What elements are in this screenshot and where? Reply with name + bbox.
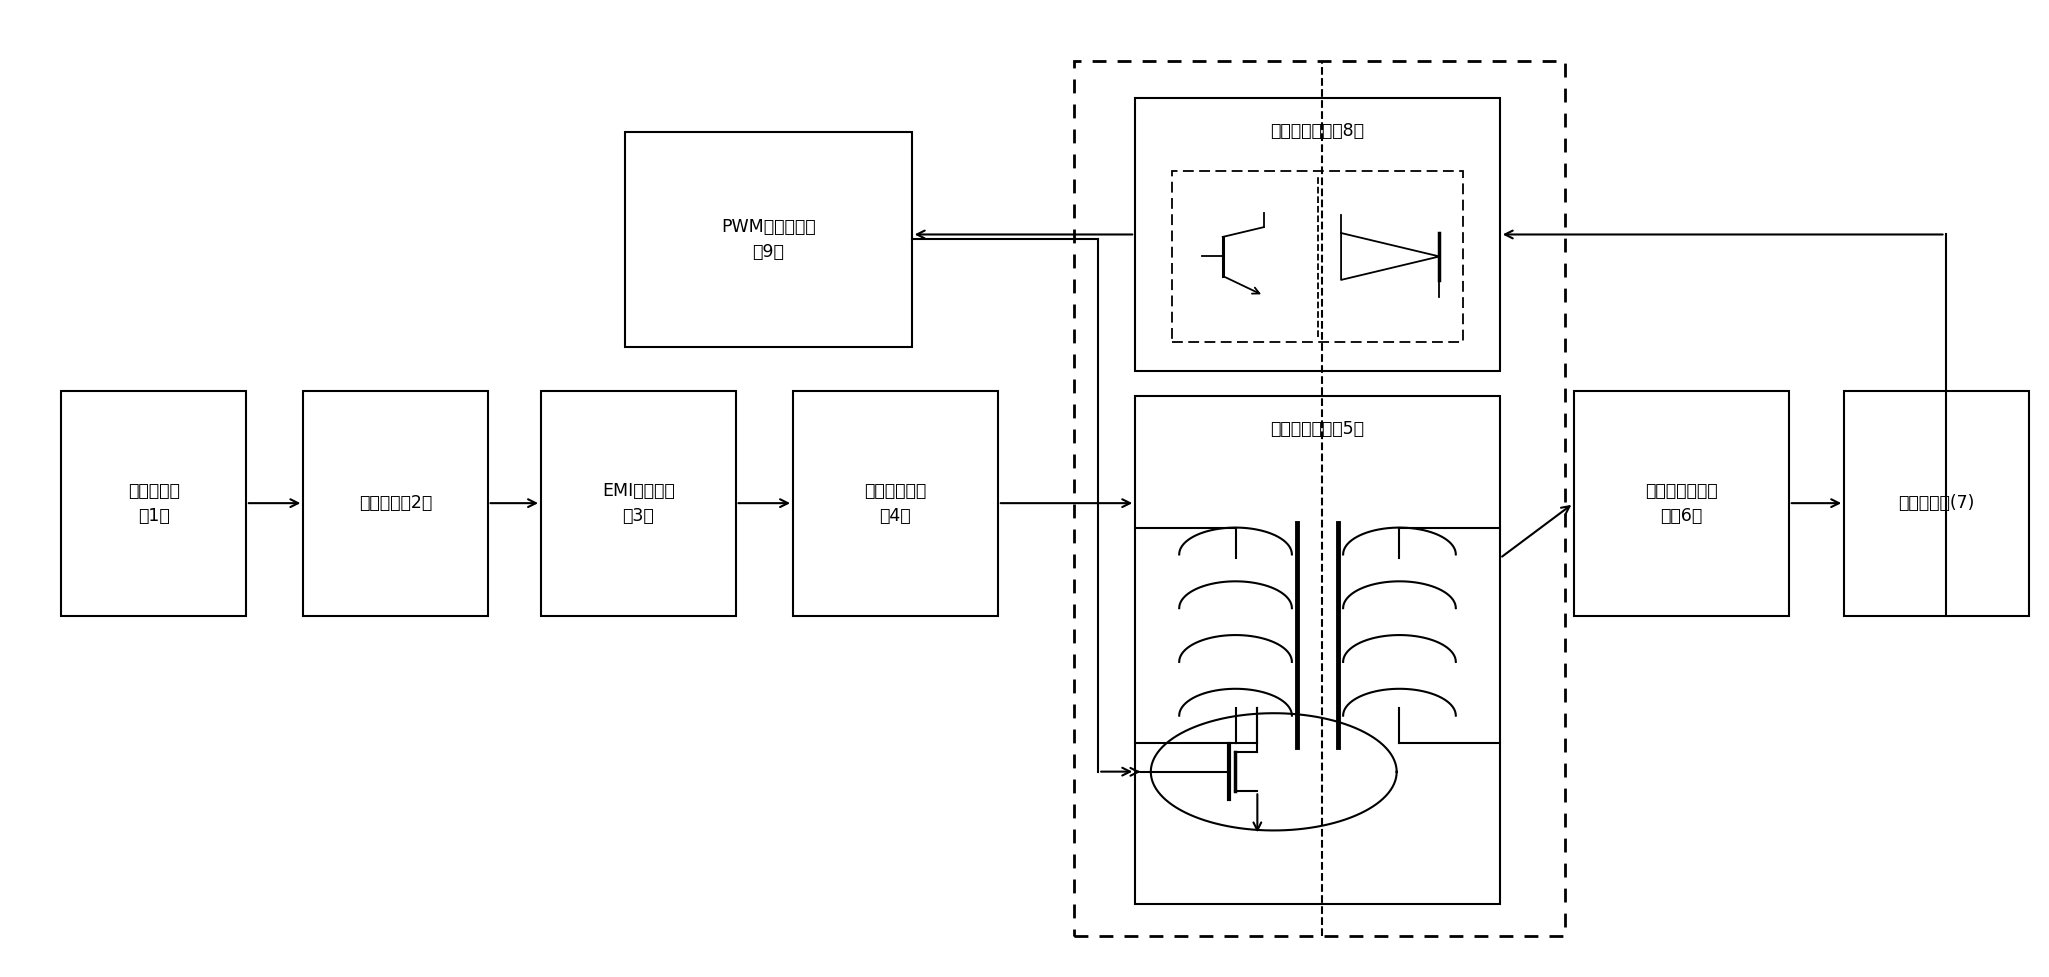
Bar — [1172, 171, 1463, 342]
Bar — [1135, 396, 1500, 904]
Bar — [1574, 391, 1789, 616]
Bar — [625, 132, 912, 347]
Bar — [1074, 61, 1565, 936]
Text: 交流输入端
（1）: 交流输入端 （1） — [127, 482, 180, 525]
Bar — [303, 391, 488, 616]
Text: 防雷模块（2）: 防雷模块（2） — [359, 494, 432, 512]
Bar — [1844, 391, 2029, 616]
Text: EMI滤波模块
（3）: EMI滤波模块 （3） — [602, 482, 674, 525]
Text: 输出整流滤波模
块（6）: 输出整流滤波模 块（6） — [1645, 482, 1717, 525]
Bar — [541, 391, 736, 616]
Text: 输出反馈模块（8）: 输出反馈模块（8） — [1270, 122, 1365, 140]
Text: PWM控制器模块
（9）: PWM控制器模块 （9） — [721, 218, 816, 261]
Text: 直流输出端(7): 直流输出端(7) — [1897, 494, 1975, 512]
Text: 功率变换模块（5）: 功率变换模块（5） — [1270, 420, 1365, 438]
Bar — [1135, 98, 1500, 371]
Text: 整流滤波模块
（4）: 整流滤波模块 （4） — [865, 482, 926, 525]
Bar — [793, 391, 998, 616]
Bar — [61, 391, 246, 616]
